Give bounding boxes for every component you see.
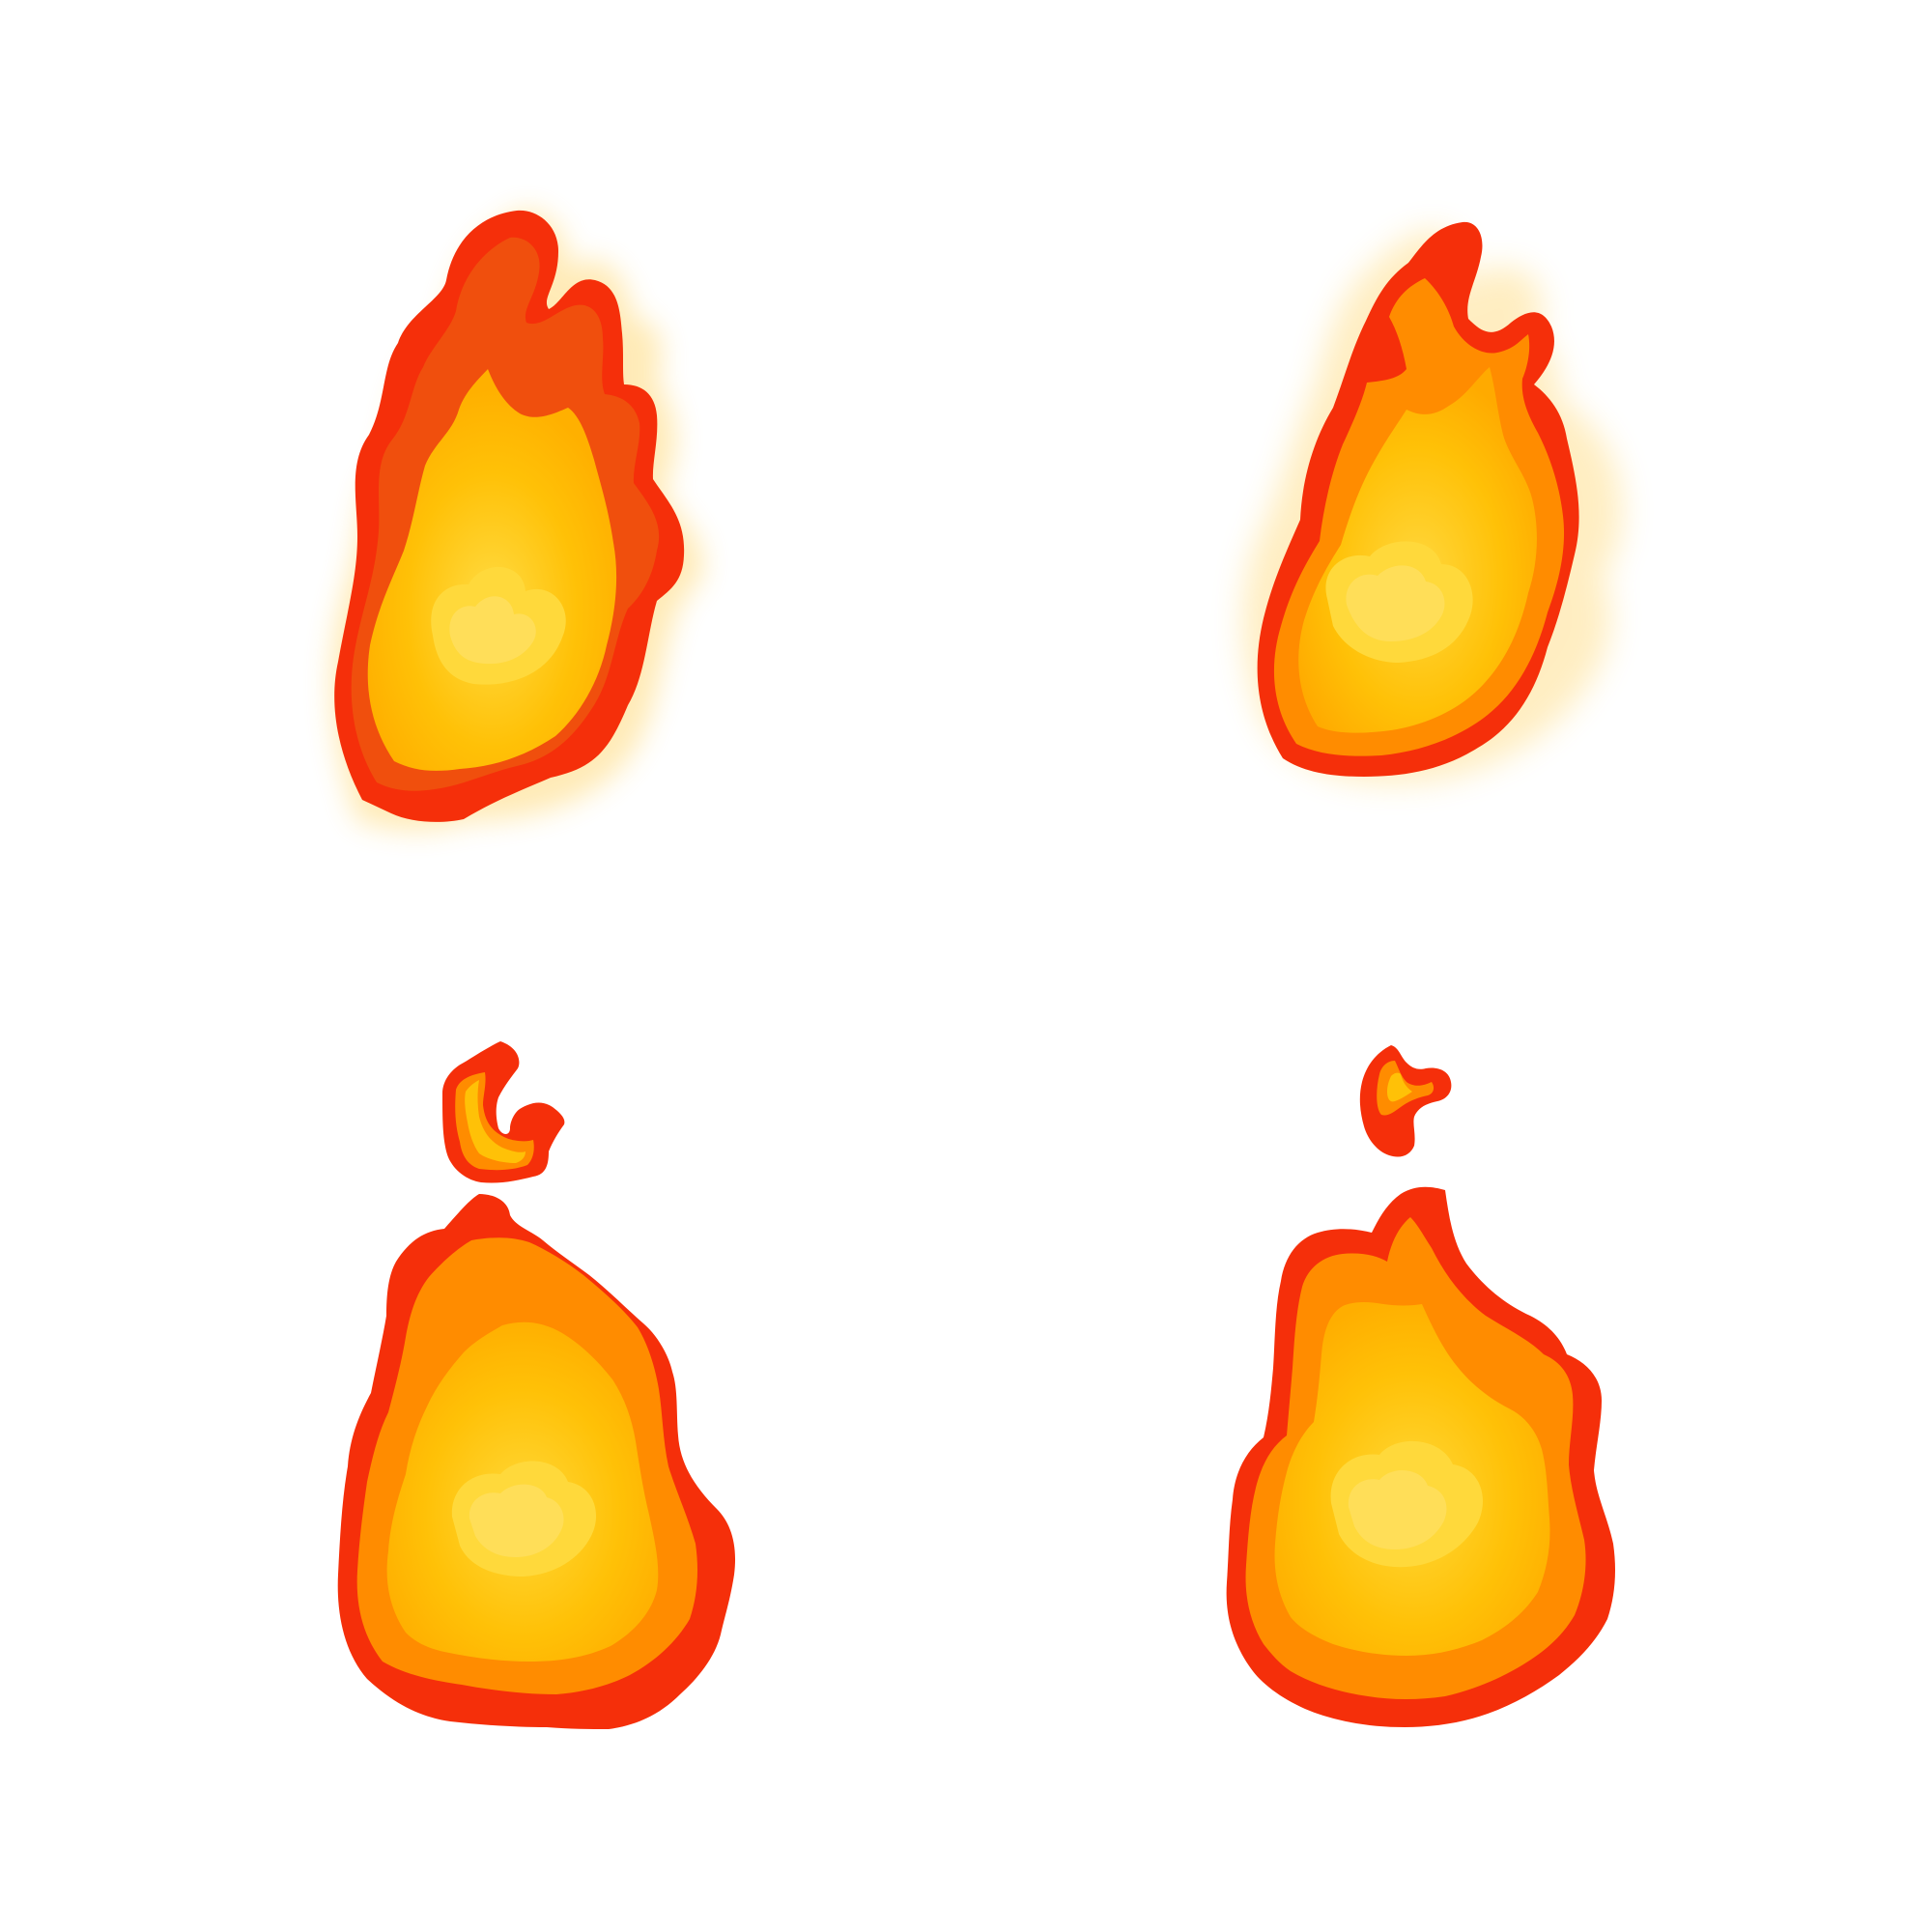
core-highlight-shape [449, 596, 536, 665]
flame-frame-3 [328, 1034, 773, 1729]
ember-piece [442, 1041, 565, 1183]
core-highlight-shape [469, 1484, 564, 1557]
flame-frame-4 [1217, 1034, 1662, 1729]
flame-frame-1 [319, 203, 763, 879]
core-highlight-shape [1346, 565, 1445, 641]
ember-mid-shape [1387, 1072, 1412, 1102]
flame-body [1226, 1186, 1615, 1727]
core-highlight-shape [1348, 1469, 1447, 1549]
ember-mid-shape [465, 1080, 526, 1163]
ember-piece [1359, 1045, 1452, 1157]
flame-frame-2 [1227, 203, 1671, 879]
flame-icon [331, 210, 704, 831]
flame-icon [337, 1041, 736, 1729]
flame-icon [1242, 221, 1622, 783]
flame-icon [1226, 1045, 1615, 1727]
flame-body [337, 1194, 736, 1729]
